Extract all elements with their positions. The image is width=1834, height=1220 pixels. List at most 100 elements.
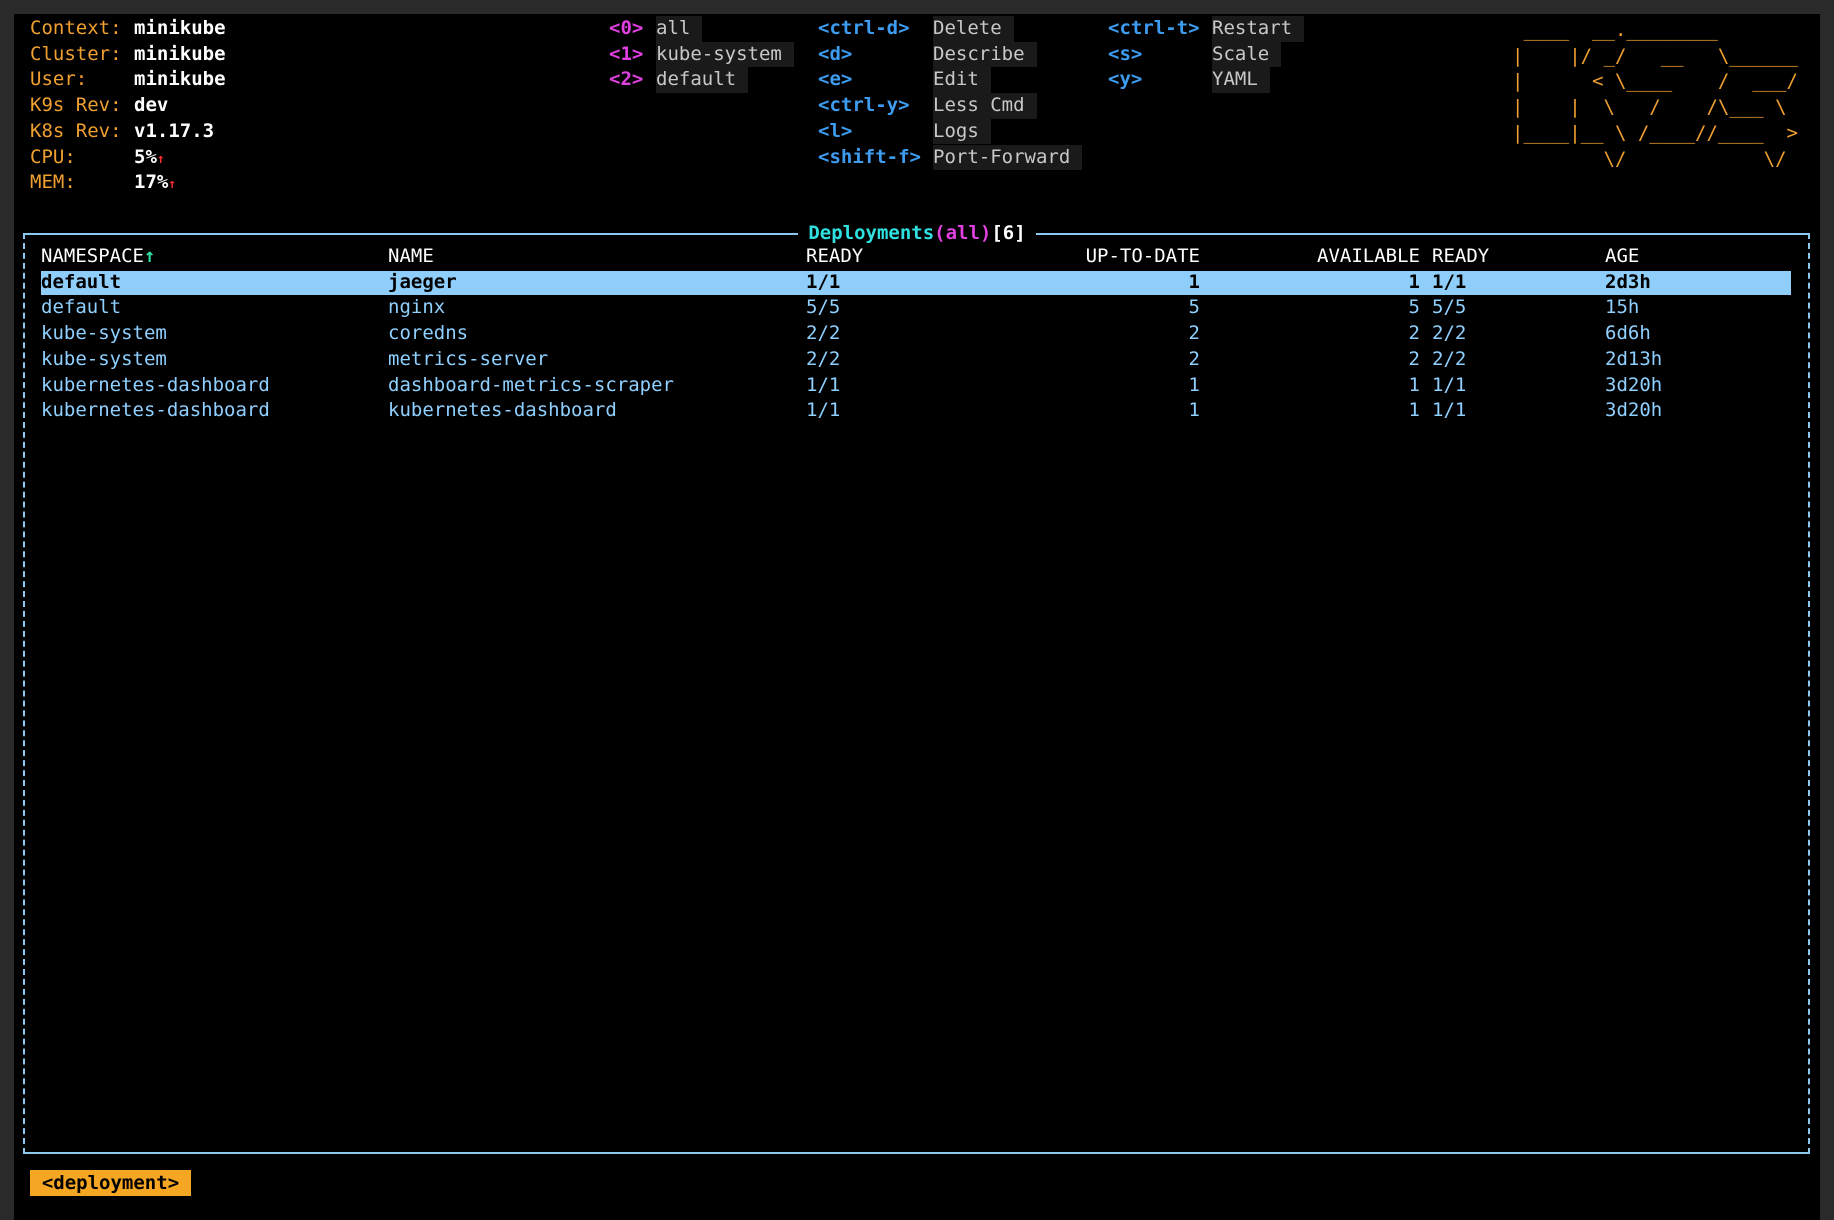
column-header[interactable]: READY	[1432, 245, 1490, 267]
info-label: CPU:	[30, 145, 76, 168]
shortcut-action[interactable]: Scale	[1212, 41, 1282, 68]
table-cell[interactable]: coredns	[388, 322, 469, 345]
table-cell[interactable]: 1	[1408, 373, 1420, 396]
namespace-key[interactable]: <0>	[609, 17, 644, 39]
table-cell[interactable]: 3d20h	[1605, 373, 1663, 396]
shortcut-key[interactable]: <ctrl-y>	[818, 94, 910, 117]
table-cell[interactable]: 1/1	[1432, 270, 1467, 293]
shortcut-key[interactable]: <y>	[1108, 68, 1143, 91]
table-title: Deployments(all)[6]	[14, 220, 1820, 246]
shortcut-key[interactable]: <d>	[818, 42, 853, 65]
table-cell[interactable]: nginx	[388, 296, 446, 319]
breadcrumb[interactable]: <deployment>	[30, 1170, 191, 1196]
table-cell[interactable]: default	[41, 296, 122, 319]
info-value: dev	[134, 94, 169, 117]
shortcut-key[interactable]: <s>	[1108, 42, 1143, 65]
table-cell[interactable]: metrics-server	[388, 347, 549, 370]
table-cell[interactable]: 1/1	[1432, 399, 1467, 422]
count: [6]	[991, 222, 1036, 244]
table-cell[interactable]: kubernetes-dashboard	[41, 399, 270, 422]
table-cell[interactable]: 5/5	[806, 296, 841, 319]
info-value: v1.17.3	[134, 119, 215, 142]
table-cell[interactable]: 5	[1188, 296, 1200, 319]
column-header[interactable]: READY	[806, 245, 864, 267]
namespace-name[interactable]: default	[656, 67, 749, 94]
table-cell[interactable]: 15h	[1605, 296, 1640, 319]
info-value: minikube	[134, 42, 226, 65]
table-cell[interactable]: kubernetes-dashboard	[41, 373, 270, 396]
column-header[interactable]: NAME	[388, 245, 434, 267]
table-cell[interactable]: 2/2	[1432, 347, 1467, 370]
shortcut-action[interactable]: YAML	[1212, 67, 1270, 94]
logo-line: \/ \/	[1512, 147, 1798, 170]
table-cell[interactable]: 1	[1188, 399, 1200, 422]
namespace-key[interactable]: <2>	[609, 68, 644, 91]
info-label: Context:	[30, 17, 122, 39]
table-cell[interactable]: 2	[1188, 322, 1200, 345]
namespace-name[interactable]: all	[656, 16, 703, 42]
table-cell[interactable]: 1	[1188, 270, 1200, 293]
table-cell[interactable]: 1	[1408, 399, 1420, 422]
table-cell[interactable]: 2/2	[1432, 322, 1467, 345]
table-cell[interactable]: 1/1	[806, 373, 841, 396]
trend-arrow: ↑	[168, 177, 177, 193]
column-header[interactable]: AVAILABLE	[1317, 245, 1420, 267]
column-header[interactable]: NAMESPACE↑	[41, 245, 156, 267]
info-value: minikube	[134, 17, 226, 39]
table-cell[interactable]: 3d20h	[1605, 399, 1663, 422]
table-cell[interactable]: 2d3h	[1605, 270, 1651, 293]
sort-indicator: ↑	[143, 245, 156, 267]
table-cell[interactable]: 5	[1408, 296, 1420, 319]
resource-title: Deployments	[798, 222, 935, 244]
table-cell[interactable]: 2	[1408, 322, 1420, 345]
logo-line: |____|__ \ /____//____ >	[1512, 121, 1798, 144]
namespace-key[interactable]: <1>	[609, 42, 644, 65]
table-cell[interactable]: 1	[1408, 270, 1420, 293]
table-cell[interactable]: 6d6h	[1605, 322, 1651, 345]
table-cell[interactable]: kube-system	[41, 322, 167, 345]
shortcut-key[interactable]: <e>	[818, 68, 853, 91]
trend-arrow: ↑	[156, 151, 165, 167]
column-header[interactable]: AGE	[1605, 245, 1640, 267]
info-value: 5%↑	[134, 145, 165, 168]
info-label: K8s Rev:	[30, 119, 122, 142]
namespace-name[interactable]: kube-system	[656, 41, 794, 68]
shortcut-action[interactable]: Restart	[1212, 16, 1305, 42]
table-cell[interactable]: 2d13h	[1605, 347, 1663, 370]
table-cell[interactable]: 2	[1188, 347, 1200, 370]
shortcut-action[interactable]: Delete	[933, 16, 1014, 42]
table-cell[interactable]: 1/1	[806, 270, 841, 293]
info-label: User:	[30, 68, 88, 91]
logo-line: ____ __.________	[1512, 19, 1798, 41]
table-cell[interactable]: 1	[1188, 373, 1200, 396]
shortcut-key[interactable]: <l>	[818, 119, 853, 142]
table-cell[interactable]: default	[41, 270, 122, 293]
shortcut-action[interactable]: Logs	[933, 118, 991, 145]
info-label: MEM:	[30, 171, 76, 194]
logo-line: | < \____ / ___/	[1512, 70, 1798, 93]
shortcut-action[interactable]: Edit	[933, 67, 991, 94]
info-label: Cluster:	[30, 42, 122, 65]
shortcut-action[interactable]: Less Cmd	[933, 93, 1037, 119]
table-cell[interactable]: 1/1	[1432, 373, 1467, 396]
info-value: 17%↑	[134, 171, 177, 194]
shortcut-key[interactable]: <ctrl-t>	[1108, 17, 1200, 39]
column-header[interactable]: UP-TO-DATE	[1085, 245, 1200, 267]
shortcut-action[interactable]: Port-Forward	[933, 144, 1083, 171]
table-cell[interactable]: kube-system	[41, 347, 167, 370]
table-cell[interactable]: 1/1	[806, 399, 841, 422]
shortcut-key[interactable]: <shift-f>	[818, 145, 921, 168]
table-cell[interactable]: jaeger	[388, 270, 457, 293]
selected-row[interactable]	[41, 270, 1791, 295]
logo-line: | | \ / /\___ \	[1512, 96, 1798, 119]
table-cell[interactable]: kubernetes-dashboard	[388, 399, 617, 422]
shortcut-key[interactable]: <ctrl-d>	[818, 17, 910, 39]
shortcut-action[interactable]: Describe	[933, 41, 1037, 68]
table-cell[interactable]: 2/2	[806, 322, 841, 345]
table-cell[interactable]: 5/5	[1432, 296, 1467, 319]
table-cell[interactable]: dashboard-metrics-scraper	[388, 373, 674, 396]
table-cell[interactable]: 2/2	[806, 347, 841, 370]
table-cell[interactable]: 2	[1408, 347, 1420, 370]
